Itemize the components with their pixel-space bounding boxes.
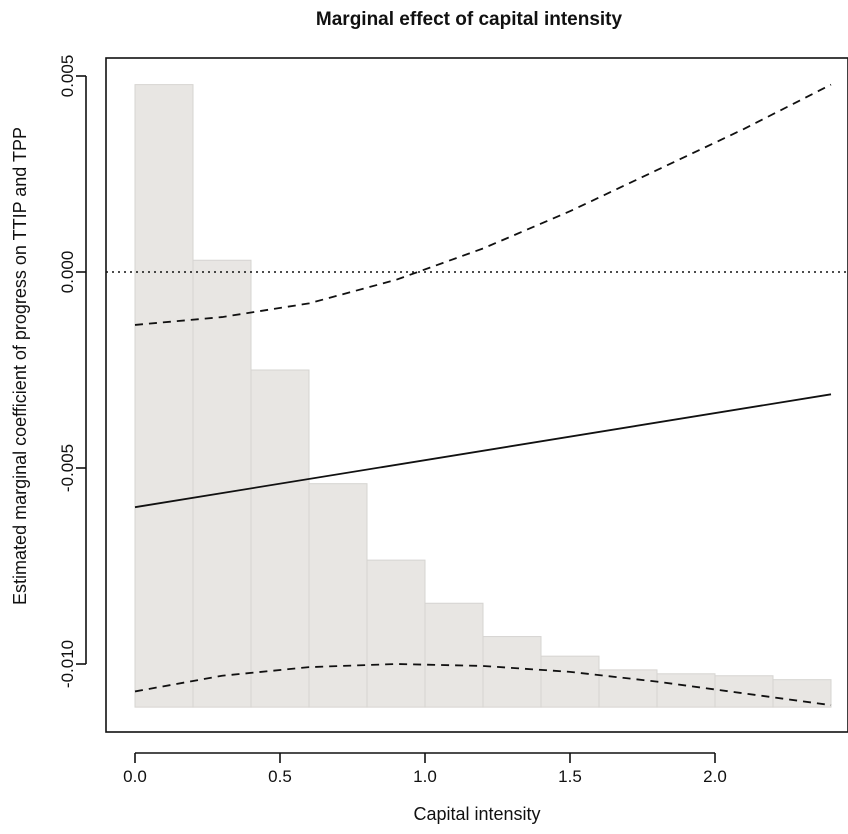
- x-tick-label: 0.5: [268, 767, 292, 786]
- histogram-bar: [424, 602, 484, 708]
- y-axis-title: Estimated marginal coefficient of progre…: [10, 127, 30, 605]
- x-axis-title: Capital intensity: [413, 804, 540, 824]
- histogram-bar: [772, 679, 832, 708]
- x-tick-label: 2.0: [703, 767, 727, 786]
- marginal-effect-line: [134, 393, 832, 509]
- y-tick-label: 0.000: [58, 251, 77, 294]
- histogram-bar: [250, 369, 310, 708]
- histogram-bar: [656, 673, 716, 708]
- x-tick-label: 1.0: [413, 767, 437, 786]
- series-layer: [134, 83, 832, 707]
- y-tick-label: -0.010: [58, 640, 77, 688]
- lower-ci-line: [134, 663, 832, 707]
- histogram-bar: [192, 259, 252, 708]
- histogram-bar: [482, 636, 542, 708]
- x-axis: 0.0 0.5 1.0 1.5 2.0: [123, 752, 727, 786]
- y-tick-label: 0.005: [58, 55, 77, 98]
- y-tick-label: -0.005: [58, 444, 77, 492]
- upper-ci-line: [134, 83, 832, 326]
- histogram: [134, 84, 832, 708]
- chart-title: Marginal effect of capital intensity: [316, 9, 623, 30]
- y-axis: -0.010 -0.005 0.000 0.005: [58, 55, 87, 688]
- histogram-bar: [598, 669, 658, 708]
- x-tick-label: 0.0: [123, 767, 147, 786]
- histogram-bar: [540, 655, 600, 708]
- plot-frame: [105, 57, 848, 733]
- x-tick-label: 1.5: [558, 767, 582, 786]
- histogram-bar: [366, 559, 426, 708]
- histogram-bar: [134, 84, 194, 708]
- histogram-bar: [308, 483, 368, 708]
